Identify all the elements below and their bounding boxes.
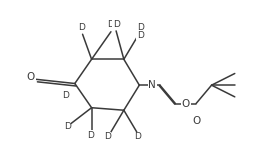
Text: D: D: [78, 23, 85, 32]
Text: D: D: [113, 20, 119, 29]
Text: O: O: [192, 116, 200, 126]
Text: N: N: [148, 80, 156, 90]
Text: D: D: [108, 20, 114, 29]
Text: D: D: [135, 132, 141, 141]
Text: O: O: [182, 99, 190, 109]
Text: D: D: [104, 132, 110, 141]
Text: D: D: [62, 91, 69, 100]
Text: D: D: [137, 23, 144, 32]
Text: D: D: [87, 131, 94, 140]
Text: D: D: [137, 31, 144, 40]
Text: D: D: [64, 122, 70, 131]
Text: O: O: [27, 72, 35, 82]
